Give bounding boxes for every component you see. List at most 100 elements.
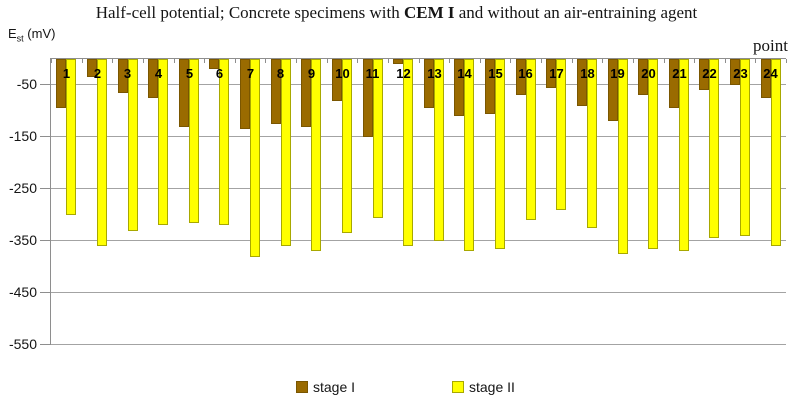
category-label-20: 20 [641, 66, 656, 81]
bar-stage-1-point-8 [271, 59, 281, 124]
chart-title-prefix: Half-cell potential; Concrete specimens … [95, 3, 404, 22]
x-tick-mark-16 [541, 59, 542, 63]
y-axis-title: Est (mV) [8, 26, 55, 44]
bar-stage-2-point-9 [311, 59, 321, 251]
x-tick-mark-14 [480, 59, 481, 63]
bar-stage-2-point-11 [373, 59, 383, 218]
bar-stage-1-point-19 [608, 59, 618, 121]
bar-stage-2-point-17 [556, 59, 566, 210]
x-tick-mark-24 [786, 59, 787, 63]
x-tick-mark-19 [633, 59, 634, 63]
bar-stage-2-point-16 [526, 59, 536, 220]
category-label-9: 9 [307, 66, 316, 81]
x-tick-mark-10 [357, 59, 358, 63]
gridline--550 [51, 344, 786, 345]
category-label-12: 12 [396, 66, 411, 81]
plot-area: 1 2 3 4 5 6 7 8 9 10 11 12 13 14 15 16 17 18 19 20 21 22 23 24 [50, 58, 787, 345]
legend-label-stage-1: stage I [313, 379, 356, 395]
bar-stage-1-point-22 [699, 59, 709, 90]
legend-item-stage-1: stage I [296, 379, 355, 395]
bar-stage-1-point-14 [454, 59, 464, 116]
bar-stage-2-point-13 [434, 59, 444, 241]
x-tick-mark-8 [296, 59, 297, 63]
y-axis-title-subscript: st [16, 33, 24, 44]
x-tick-mark-13 [449, 59, 450, 63]
bar-stage-1-point-4 [148, 59, 158, 98]
bar-stage-1-point-21 [669, 59, 679, 108]
y-tick-label--50: -50 [16, 76, 37, 92]
x-tick-mark-22 [725, 59, 726, 63]
bar-stage-1-point-3 [118, 59, 128, 93]
x-tick-mark-7 [265, 59, 266, 63]
x-tick-mark-21 [694, 59, 695, 63]
x-tick-mark-18 [602, 59, 603, 63]
bar-stage-1-point-13 [424, 59, 434, 108]
x-tick-mark-20 [664, 59, 665, 63]
bar-stage-1-point-16 [516, 59, 526, 95]
bar-stage-2-point-1 [66, 59, 76, 215]
y-tick-label--450: -450 [8, 284, 37, 300]
bar-stage-1-point-10 [332, 59, 342, 101]
bar-stage-1-point-1 [56, 59, 66, 108]
category-label-24: 24 [763, 66, 778, 81]
bar-stage-1-point-23 [730, 59, 740, 85]
bar-stage-2-point-24 [771, 59, 781, 246]
category-label-22: 22 [702, 66, 717, 81]
bar-stage-2-point-20 [648, 59, 658, 249]
bar-stage-2-point-22 [709, 59, 719, 238]
category-label-3: 3 [123, 66, 132, 81]
x-tick-mark-12 [419, 59, 420, 63]
category-label-2: 2 [93, 66, 102, 81]
y-tick-label--150: -150 [8, 128, 37, 144]
bar-stage-1-point-7 [240, 59, 250, 129]
legend-item-stage-2: stage II [452, 379, 515, 395]
y-tick-mark--50 [40, 84, 50, 85]
x-tick-mark-15 [510, 59, 511, 63]
bar-stage-2-point-2 [97, 59, 107, 246]
gridline--150 [51, 136, 786, 137]
chart-title-bold: CEM I [403, 3, 455, 22]
bar-stage-2-point-12 [403, 59, 413, 246]
category-label-1: 1 [62, 66, 71, 81]
bar-stage-1-point-5 [179, 59, 189, 127]
bar-stage-2-point-7 [250, 59, 260, 257]
bar-stage-2-point-6 [219, 59, 229, 225]
chart-title-suffix: and without an air-entraining agent [454, 3, 698, 22]
x-tick-mark-23 [755, 59, 756, 63]
category-label-18: 18 [580, 66, 595, 81]
bar-stage-2-point-5 [189, 59, 199, 223]
y-tick-mark--350 [40, 240, 50, 241]
y-tick-mark--250 [40, 188, 50, 189]
x-tick-mark-9 [327, 59, 328, 63]
bar-stage-1-point-12 [393, 59, 403, 64]
legend-label-stage-2: stage II [469, 379, 515, 395]
bar-stage-2-point-21 [679, 59, 689, 251]
y-axis-title-unit: (mV) [23, 26, 56, 41]
bar-stage-1-point-11 [363, 59, 373, 137]
chart-title: Half-cell potential; Concrete specimens … [0, 3, 793, 23]
category-label-16: 16 [518, 66, 533, 81]
y-tick-label--550: -550 [8, 336, 37, 352]
legend-swatch-stage-2 [452, 381, 464, 393]
y-tick-mark--550 [40, 344, 50, 345]
bar-stage-1-point-15 [485, 59, 495, 114]
x-tick-mark-17 [572, 59, 573, 63]
category-label-7: 7 [246, 66, 255, 81]
bar-stage-1-point-24 [761, 59, 771, 98]
bar-stage-1-point-18 [577, 59, 587, 106]
bar-stage-2-point-4 [158, 59, 168, 225]
y-tick-label--350: -350 [8, 232, 37, 248]
x-tick-mark-11 [388, 59, 389, 63]
category-label-19: 19 [610, 66, 625, 81]
category-label-23: 23 [733, 66, 748, 81]
category-label-14: 14 [457, 66, 472, 81]
y-tick-label--250: -250 [8, 180, 37, 196]
bar-stage-2-point-15 [495, 59, 505, 249]
gridline--250 [51, 188, 786, 189]
bar-stage-1-point-17 [546, 59, 556, 88]
bar-stage-2-point-10 [342, 59, 352, 233]
category-label-4: 4 [154, 66, 163, 81]
gridline--450 [51, 292, 786, 293]
bar-stage-1-point-6 [209, 59, 219, 69]
